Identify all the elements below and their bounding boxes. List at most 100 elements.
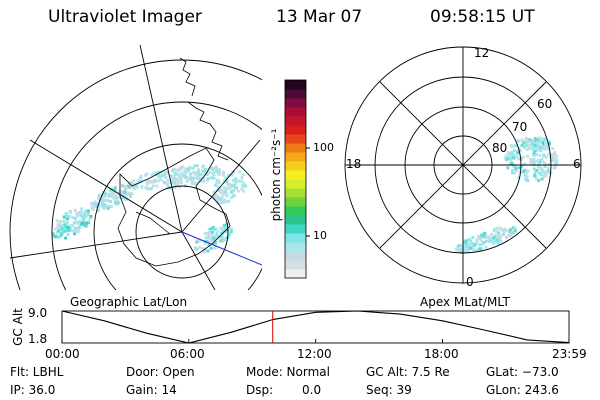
aurora-left-pixel: [107, 192, 111, 196]
aurora-left-pixel: [159, 178, 163, 182]
aurora-left-pixel: [78, 225, 82, 229]
aurora-right-pixel: [520, 164, 524, 168]
altitude-x-tick-1200: 12:00: [297, 347, 332, 361]
aurora-right-pixel: [511, 171, 515, 175]
colorbar-cell-5: [285, 224, 306, 234]
aurora-right-pixel: [536, 140, 540, 144]
aurora-right-pixel: [526, 143, 530, 147]
colorbar-cell-13: [285, 152, 306, 162]
aurora-left-pixel: [211, 230, 214, 234]
aurora-left-pixel: [79, 210, 83, 214]
aurora-left-pixel: [134, 186, 137, 190]
aurora-right-pixel: [533, 144, 537, 148]
aurora-left-pixel: [55, 235, 59, 239]
glon-info: GLon: 243.6: [486, 383, 559, 397]
aurora-left-pixel: [220, 231, 224, 235]
aurora-left-pixel: [62, 223, 66, 227]
colorbar-cell-7: [285, 206, 306, 216]
colorbar-cell-11: [285, 170, 306, 180]
aurora-left-pixel: [113, 191, 117, 195]
aurora-left-pixel: [208, 227, 212, 231]
aurora-left-pixel: [56, 226, 60, 230]
aurora-right-pixel: [524, 144, 528, 148]
aurora-left-pixel: [201, 180, 205, 183]
time-label: 09:58:15 UT: [430, 7, 535, 27]
aurora-right-pixel: [545, 144, 549, 148]
aurora-left-pixel: [115, 196, 119, 200]
aurora-left-pixel: [175, 179, 179, 183]
aurora-left-pixel: [238, 179, 242, 183]
aurora-left-pixel: [64, 222, 68, 226]
aurora-right-pixel: [537, 162, 541, 166]
aurora-left-pixel: [71, 215, 75, 219]
aurora-left-pixel: [217, 168, 221, 172]
aurora-left-pixel: [223, 237, 227, 241]
magnetic-polar-plot: [344, 46, 582, 284]
aurora-left-pixel: [221, 173, 225, 177]
aurora-left-pixel: [153, 178, 157, 182]
aurora-left-pixel: [172, 177, 175, 180]
south-america-outline: [179, 57, 196, 97]
altitude-y-tick-9: 9.0: [28, 306, 48, 320]
aurora-right-pixel: [530, 146, 534, 150]
aurora-left-pixel: [234, 177, 238, 181]
aurora-right-pixel: [509, 161, 513, 165]
aurora-left-pixel: [139, 174, 143, 178]
aurora-left-pixel: [193, 182, 197, 185]
colorbar-cell-0: [285, 269, 306, 279]
aurora-left-pixel: [213, 242, 217, 246]
aurora-left-pixel: [59, 219, 63, 223]
aurora-left-pixel: [61, 227, 64, 231]
aurora-left-pixel: [80, 222, 84, 226]
aurora-left-pixel: [214, 235, 218, 239]
aurora-left-pixel: [228, 186, 232, 190]
aurora-right-pixel: [534, 176, 538, 180]
aurora-right-pixel: [492, 236, 496, 240]
aurora-left-pixel: [176, 173, 180, 177]
aurora-right-pixel: [539, 149, 543, 153]
aurora-left-pixel: [173, 172, 177, 175]
aurora-left-pixel: [140, 185, 144, 189]
aurora-right-pixel: [475, 238, 479, 242]
aurora-right-pixel: [461, 251, 464, 254]
aurora-left-pixel: [144, 186, 148, 190]
aurora-right-pixel: [535, 168, 539, 172]
aurora-left-pixel: [83, 211, 87, 215]
aurora-left-pixel: [135, 185, 139, 189]
aurora-right-pixel: [542, 154, 546, 158]
aurora-left-pixel: [178, 185, 182, 189]
aurora-left-pixel: [86, 209, 90, 213]
aurora-right-pixel: [537, 158, 540, 162]
aurora-right-pixel: [548, 142, 551, 146]
aurora-right-pixel: [547, 171, 551, 175]
colorbar-cells: [285, 80, 306, 279]
aurora-left-pixel: [65, 225, 69, 229]
colorbar-cell-20: [285, 89, 306, 99]
aurora-left-pixel: [224, 191, 228, 195]
aurora-left-pixel: [59, 234, 63, 238]
aurora-left-pixel: [211, 167, 215, 171]
aurora-right-pixel: [467, 238, 471, 241]
aurora-left-pixel: [209, 246, 213, 250]
aurora-left-pixel: [187, 167, 191, 171]
aurora-left-pixel: [108, 188, 112, 192]
altitude-x-tick-1800: 18:00: [424, 347, 459, 361]
aurora-left-pixel: [80, 207, 84, 211]
aurora-right-pixel: [520, 144, 524, 147]
aurora-right-pixel: [520, 157, 524, 161]
aurora-right-pixel: [490, 232, 494, 236]
lat-circles: [9, 59, 262, 290]
colorbar-cell-8: [285, 197, 306, 207]
mlat-label-70: 70: [512, 120, 528, 134]
aurora-left-pixel: [57, 229, 61, 233]
door-info: Door: Open: [126, 365, 195, 379]
aurora-left-pixel: [227, 173, 231, 177]
aurora-left-pixel: [201, 165, 205, 169]
aurora-left-pixel: [222, 170, 225, 174]
aurora-left-pixel: [196, 164, 200, 168]
aurora-right-pixel: [523, 162, 527, 166]
aurora-right-pixel: [506, 229, 510, 233]
aurora-left-pixel: [122, 185, 126, 189]
aurora-right-pixel: [531, 139, 535, 142]
aurora-left-pixel: [207, 230, 211, 234]
